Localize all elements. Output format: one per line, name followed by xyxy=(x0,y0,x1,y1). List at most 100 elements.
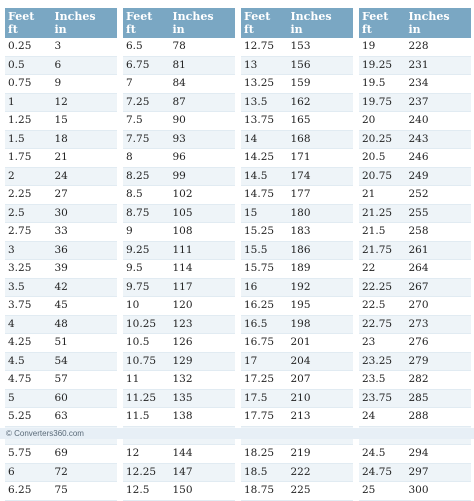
inches-value-cell: 219 xyxy=(287,444,353,464)
table-row: 4.75 57 xyxy=(5,370,117,390)
inches-value-cell: 156 xyxy=(287,56,353,75)
table-row: 12.5 150 xyxy=(123,481,235,501)
feet-value-cell: 14.25 xyxy=(241,148,288,168)
feet-value-cell: 23 xyxy=(359,333,406,353)
feet-value-cell: 2 xyxy=(5,167,52,186)
table-row: 7.5 90 xyxy=(123,111,235,131)
inches-value-cell: 84 xyxy=(169,74,235,94)
feet-value-cell: 1.25 xyxy=(5,111,52,131)
table-row: 11.25 135 xyxy=(123,389,235,408)
inches-value-cell: 111 xyxy=(169,241,235,260)
table-header-row: Feet ft Inches in xyxy=(359,8,471,38)
table-row: 3.5 42 xyxy=(5,278,117,297)
inches-column-header: Inches in xyxy=(405,8,471,38)
table-header-row: Feet ft Inches in xyxy=(5,8,117,38)
inches-value-cell: 78 xyxy=(169,38,235,57)
table-row: 13.25 159 xyxy=(241,74,353,94)
feet-value-cell: 23.25 xyxy=(359,352,406,371)
feet-value-cell: 10.25 xyxy=(123,315,170,334)
inches-value-cell: 282 xyxy=(405,370,471,390)
feet-unit-label: ft xyxy=(244,23,254,36)
table-row: 8.5 102 xyxy=(123,185,235,205)
table-header-row: Feet ft Inches in xyxy=(123,8,235,38)
table-row: 19.5 234 xyxy=(359,74,471,94)
feet-value-cell: 7.5 xyxy=(123,111,170,131)
feet-value-cell: 18.75 xyxy=(241,481,288,501)
table-row: 12.75 153 xyxy=(241,38,353,57)
feet-value-cell: 8.25 xyxy=(123,167,170,186)
feet-value-cell: 20 xyxy=(359,111,406,131)
table-row: 2 24 xyxy=(5,167,117,186)
table-row: 22.5 270 xyxy=(359,296,471,316)
inches-header-label: Inches xyxy=(408,10,450,23)
feet-value-cell: 11.25 xyxy=(123,389,170,408)
table-row: 15 180 xyxy=(241,204,353,223)
inches-value-cell: 117 xyxy=(169,278,235,297)
feet-value-cell: 7.25 xyxy=(123,93,170,112)
table-row: 22.25 267 xyxy=(359,278,471,297)
table-row: 5 60 xyxy=(5,389,117,408)
feet-value-cell: 12.5 xyxy=(123,481,170,501)
feet-value-cell: 19 xyxy=(359,38,406,57)
table-row: 16.75 201 xyxy=(241,333,353,353)
table-row: 13.75 165 xyxy=(241,111,353,131)
table-row: 7 84 xyxy=(123,74,235,94)
inches-value-cell: 39 xyxy=(51,259,117,279)
table-row: 12 144 xyxy=(123,444,235,464)
feet-value-cell: 8 xyxy=(123,148,170,168)
feet-value-cell: 5 xyxy=(5,389,52,408)
table-row: 10 120 xyxy=(123,296,235,316)
inches-value-cell: 120 xyxy=(169,296,235,316)
feet-value-cell: 14 xyxy=(241,130,288,149)
table-row: 19.25 231 xyxy=(359,56,471,75)
inches-value-cell: 204 xyxy=(287,352,353,371)
table-row: 2.75 33 xyxy=(5,222,117,242)
table-header-row: Feet ft Inches in xyxy=(241,8,353,38)
inches-value-cell: 210 xyxy=(287,389,353,408)
feet-value-cell: 20.5 xyxy=(359,148,406,168)
inches-value-cell: 207 xyxy=(287,370,353,390)
table-row: 9.5 114 xyxy=(123,259,235,279)
inches-value-cell: 96 xyxy=(169,148,235,168)
feet-value-cell: 17 xyxy=(241,352,288,371)
table-row: 0.5 6 xyxy=(5,56,117,75)
conversion-page: Feet ft Inches in 0.25 3 0.5 6 0.75 9 1 12 1.25 1… xyxy=(0,8,474,501)
inches-value-cell: 288 xyxy=(405,407,471,427)
feet-value-cell: 1 xyxy=(5,93,52,112)
feet-value-cell: 3.75 xyxy=(5,296,52,316)
conversion-table-2: Feet ft Inches in 6.5 78 6.75 81 7 84 7.25 87 7.… xyxy=(123,8,235,501)
feet-value-cell: 10.75 xyxy=(123,352,170,371)
feet-value-cell: 5.75 xyxy=(5,444,52,464)
feet-value-cell: 6.25 xyxy=(5,481,52,501)
copyright-credit: © Converters360.com xyxy=(6,429,84,438)
feet-value-cell: 0.75 xyxy=(5,74,52,94)
feet-unit-label: ft xyxy=(362,23,372,36)
feet-value-cell: 1.5 xyxy=(5,130,52,149)
feet-value-cell: 13 xyxy=(241,56,288,75)
feet-value-cell: 4.5 xyxy=(5,352,52,371)
inches-value-cell: 3 xyxy=(51,38,117,57)
inches-value-cell: 51 xyxy=(51,333,117,353)
feet-value-cell: 9 xyxy=(123,222,170,242)
inches-value-cell: 228 xyxy=(405,38,471,57)
feet-value-cell: 10 xyxy=(123,296,170,316)
table-row: 23.75 285 xyxy=(359,389,471,408)
feet-value-cell: 15.75 xyxy=(241,259,288,279)
inches-value-cell: 183 xyxy=(287,222,353,242)
table-row: 1.75 21 xyxy=(5,148,117,168)
table-row: 13 156 xyxy=(241,56,353,75)
inches-value-cell: 33 xyxy=(51,222,117,242)
inches-value-cell: 267 xyxy=(405,278,471,297)
inches-value-cell: 36 xyxy=(51,241,117,260)
table-row: 3 36 xyxy=(5,241,117,260)
feet-value-cell: 23.75 xyxy=(359,389,406,408)
table-row: 17.5 210 xyxy=(241,389,353,408)
table-row: 2.5 30 xyxy=(5,204,117,223)
table-row: 20 240 xyxy=(359,111,471,131)
inches-value-cell: 147 xyxy=(169,463,235,482)
feet-value-cell: 0.5 xyxy=(5,56,52,75)
inches-value-cell: 237 xyxy=(405,93,471,112)
inches-value-cell: 255 xyxy=(405,204,471,223)
table-row: 22.75 273 xyxy=(359,315,471,334)
feet-value-cell: 10.5 xyxy=(123,333,170,353)
